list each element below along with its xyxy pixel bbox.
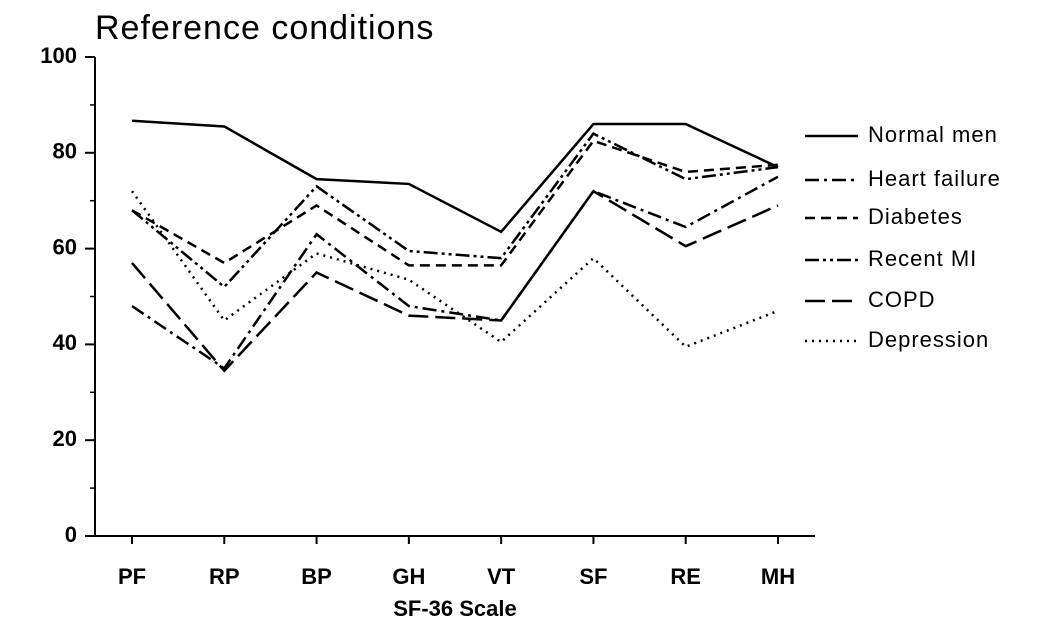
series-line [131,175,779,371]
x-tick-label: GH [392,564,425,589]
legend-label: Depression [868,327,989,352]
series-line [131,132,779,289]
x-tick-label: PF [118,564,146,589]
x-tick-label: VT [487,564,516,589]
series-line [131,119,779,234]
legend-label: Normal men [868,122,998,147]
series-line [131,139,779,267]
x-axis-label: SF-36 Scale [393,596,517,621]
legend-label: COPD [868,287,936,312]
x-tick-label: MH [761,564,795,589]
x-tick-label: SF [579,564,607,589]
y-tick-label: 20 [53,426,77,451]
chart-title: Reference conditions [95,9,434,47]
x-tick-label: RP [209,564,240,589]
series-line [131,189,779,373]
legend-label: Recent MI [868,246,977,271]
legend-label: Diabetes [868,204,963,229]
y-tick-label: 0 [65,522,77,547]
y-tick-label: 60 [53,234,77,259]
legend-label: Heart failure [868,166,1001,191]
y-tick-label: 100 [40,43,77,68]
x-tick-label: RE [670,564,701,589]
x-tick-label: BP [301,564,332,589]
y-tick-label: 80 [53,139,77,164]
y-tick-label: 40 [53,330,77,355]
series-line [130,190,779,349]
